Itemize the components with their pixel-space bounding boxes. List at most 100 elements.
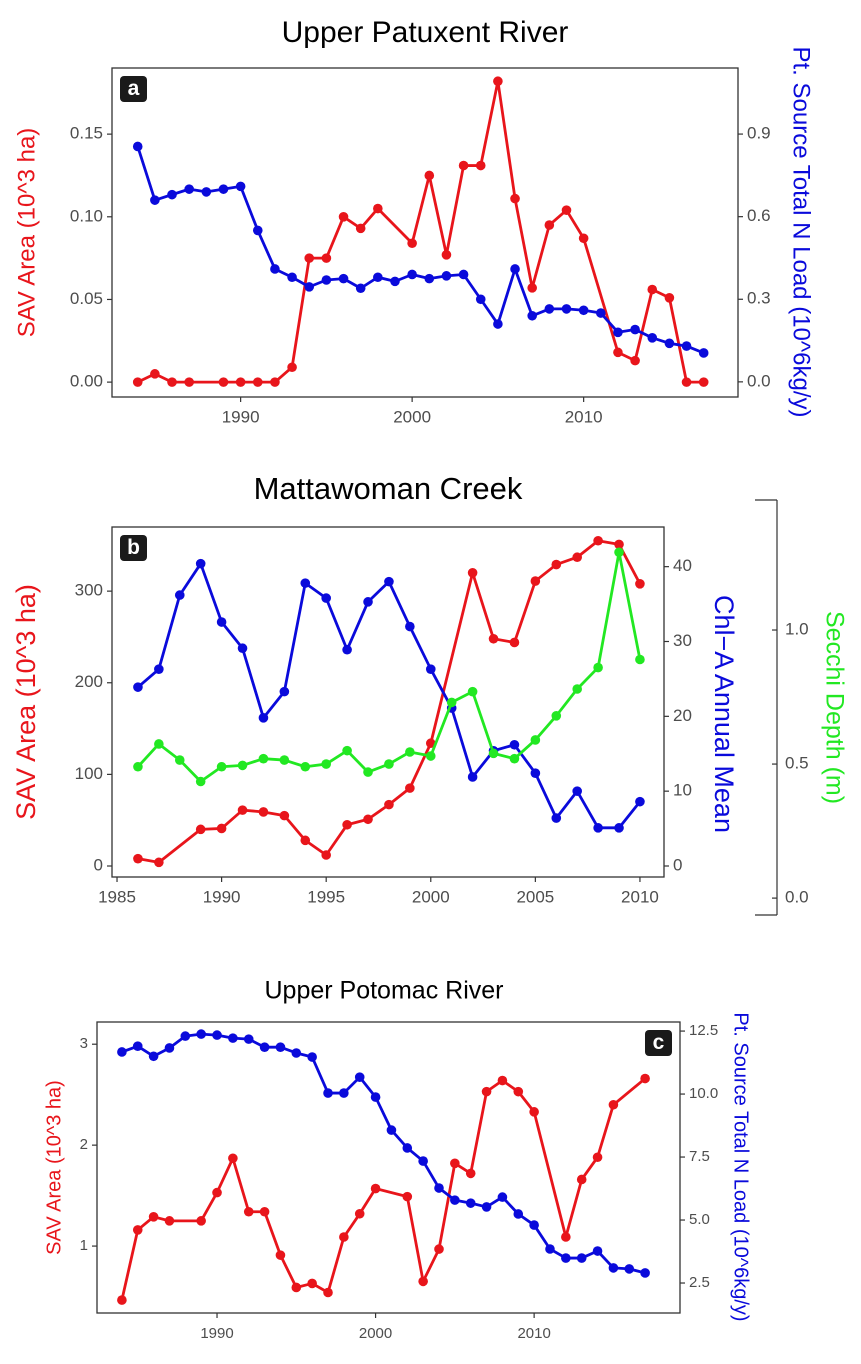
series-point (342, 644, 352, 655)
series-point (407, 269, 417, 280)
series-point (529, 1220, 539, 1230)
series-point (252, 377, 263, 387)
series-point (551, 813, 562, 823)
y-axis-title: SAV Area (10^3 ha) (11, 584, 41, 820)
y3-tick-label: 1.0 (785, 620, 809, 639)
y3-axis-title: Secchi Depth (m) (820, 611, 848, 804)
series-point (342, 819, 352, 830)
series-line (120, 1077, 647, 1301)
series-point (578, 233, 589, 244)
series-point (258, 807, 269, 817)
series-point (497, 1192, 508, 1202)
series-point (167, 377, 177, 387)
series-point (425, 664, 436, 674)
y-tick-label: 100 (75, 764, 103, 783)
series-point (527, 283, 537, 293)
series-point (370, 1092, 381, 1102)
series-point (530, 576, 541, 586)
series-point (132, 377, 143, 387)
series-point (148, 1051, 159, 1062)
series-point (216, 823, 227, 834)
y2-tick-label: 0.9 (747, 124, 771, 143)
series-point (467, 568, 478, 578)
y-tick-label: 200 (75, 672, 103, 691)
series-point (593, 535, 603, 546)
series-point (287, 272, 297, 283)
series-point (117, 1295, 127, 1305)
series-point (630, 355, 640, 366)
series-point (148, 1212, 159, 1222)
chart-title: Upper Patuxent River (282, 16, 569, 49)
series-point (228, 1033, 238, 1043)
series-point (493, 319, 503, 329)
series-point (572, 786, 582, 796)
y2-axis-title: Chl−A Annual Mean (709, 595, 739, 833)
series-point (405, 621, 415, 632)
series-point (545, 1244, 555, 1254)
series-point (544, 220, 555, 230)
series-point (698, 348, 709, 358)
series-point (321, 253, 332, 263)
series-point (513, 1086, 524, 1097)
series-point (235, 377, 246, 387)
y2-tick-label: 40 (673, 556, 692, 575)
y2-tick-label: 30 (673, 631, 692, 650)
series-point (275, 1250, 286, 1260)
series-point (304, 253, 315, 263)
series-point (354, 1072, 365, 1082)
y2-tick-label: 10 (673, 781, 692, 800)
panel-label-box (120, 535, 147, 561)
plot-border (111, 526, 665, 878)
y2-tick-label: 0.6 (747, 206, 771, 225)
y2-tick-label: 20 (673, 706, 692, 725)
series-point (530, 735, 541, 745)
y2-axis-title: Pt. Source Total N Load (10^6kg/y) (788, 46, 815, 417)
series-point (510, 264, 520, 274)
panel-label: c (653, 1031, 665, 1054)
series-point (481, 1086, 492, 1097)
series-point (133, 761, 143, 772)
panel-label: a (128, 77, 140, 100)
series-point (184, 184, 194, 194)
series-point (291, 1282, 302, 1293)
series-point (402, 1191, 413, 1202)
series-point (390, 276, 400, 287)
series-point (201, 187, 212, 197)
x-tick-label: 2000 (412, 887, 450, 906)
series-point (154, 857, 164, 868)
series-point (647, 284, 658, 295)
series-point (509, 739, 520, 750)
plot-border (96, 1021, 681, 1314)
series-point (647, 333, 658, 343)
series-point (405, 783, 415, 793)
series-point (363, 814, 373, 825)
series-line (136, 146, 705, 355)
series-point (154, 739, 164, 749)
series-point (195, 558, 206, 569)
series-point (424, 273, 435, 284)
y-tick-label: 300 (75, 581, 103, 600)
series-point (450, 1195, 460, 1205)
x-tick-label: 2010 (517, 1325, 550, 1342)
series-point (321, 275, 332, 285)
series-point (321, 593, 331, 603)
series-point (184, 377, 194, 387)
x-tick-label: 2010 (565, 407, 603, 426)
chart-title: Upper Potomac River (265, 977, 504, 1005)
series-point (150, 369, 160, 379)
series-point (174, 590, 185, 600)
series-point (174, 755, 185, 765)
series-point (167, 189, 177, 200)
series-point (243, 1206, 254, 1217)
series-point (467, 686, 478, 697)
y-tick-label: 0.10 (70, 206, 103, 225)
y-tick-label: 0 (94, 855, 103, 874)
series-point (196, 1216, 206, 1226)
series-point (551, 711, 562, 721)
series-point (613, 347, 623, 358)
y2-tick-label: 7.5 (689, 1148, 710, 1165)
series-point (576, 1174, 587, 1185)
series-point (434, 1244, 444, 1254)
series-point (321, 759, 331, 769)
